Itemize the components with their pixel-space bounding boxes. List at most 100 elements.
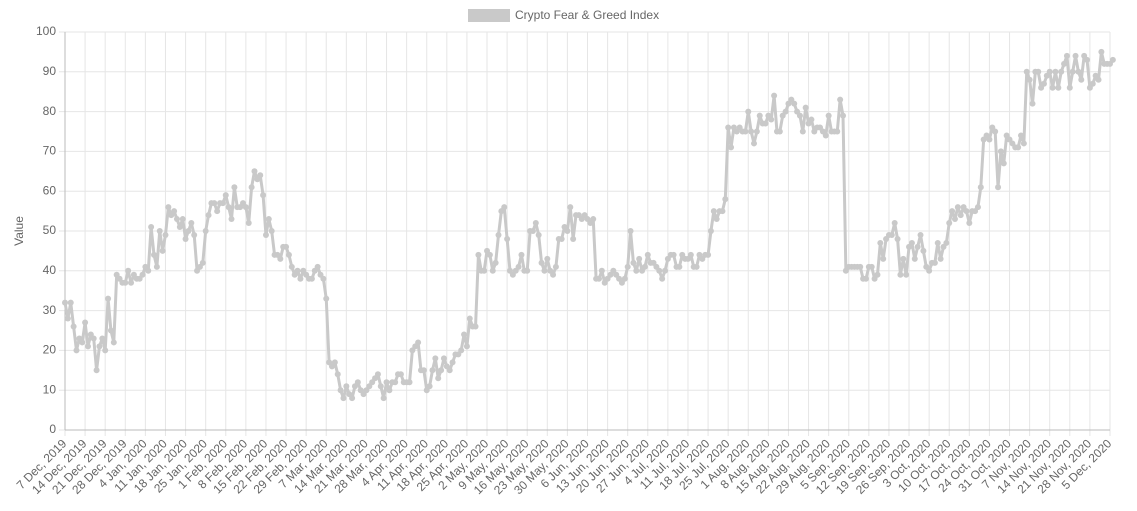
data-point [426, 383, 433, 390]
data-point [82, 319, 89, 326]
data-point [262, 231, 269, 238]
data-point [461, 331, 468, 338]
data-point [1049, 84, 1056, 91]
data-point [314, 263, 321, 270]
data-point [707, 228, 714, 234]
data-point [257, 172, 264, 179]
data-point [782, 108, 789, 115]
data-point [771, 92, 778, 99]
data-point [745, 108, 752, 115]
data-point [432, 355, 439, 362]
data-point [825, 112, 832, 119]
data-point [320, 275, 327, 282]
data-point [926, 267, 933, 274]
data-point [188, 220, 195, 227]
data-point [128, 279, 135, 286]
data-point [1035, 68, 1042, 75]
data-point [840, 112, 847, 119]
data-point [472, 323, 479, 330]
data-point [156, 228, 163, 234]
data-point [374, 371, 381, 378]
data-point [946, 220, 953, 227]
data-point [1018, 132, 1025, 139]
data-point [725, 124, 732, 131]
data-point [481, 267, 488, 274]
data-point [415, 339, 422, 346]
data-point [541, 267, 548, 274]
data-point [148, 224, 155, 231]
data-point [567, 204, 574, 211]
data-point [977, 184, 984, 191]
data-point [550, 271, 557, 278]
data-point [1015, 144, 1022, 151]
data-point [1089, 80, 1096, 87]
data-point [105, 295, 112, 302]
data-point [705, 251, 712, 258]
data-point [552, 263, 559, 270]
data-point [951, 216, 958, 223]
data-point [162, 231, 169, 238]
data-point [564, 228, 571, 234]
data-point [435, 375, 442, 382]
data-point [1066, 84, 1073, 91]
data-point [997, 148, 1004, 155]
data-point [1055, 84, 1062, 91]
data-point [150, 251, 157, 258]
y-tick-label: 90 [43, 64, 57, 78]
data-point [1078, 76, 1085, 83]
data-point [518, 251, 525, 258]
data-point [420, 367, 427, 374]
data-point [242, 204, 249, 211]
data-point [535, 231, 542, 238]
data-point [486, 251, 493, 258]
data-point [728, 144, 735, 151]
data-point [62, 299, 68, 306]
data-point [538, 259, 545, 266]
data-point [710, 208, 717, 215]
data-point [406, 379, 413, 386]
data-point [102, 347, 109, 354]
data-point [219, 200, 226, 207]
data-point [1023, 68, 1030, 75]
data-point [440, 355, 447, 362]
data-point [1109, 56, 1116, 63]
data-point [228, 216, 235, 223]
data-point [791, 100, 798, 107]
data-point [949, 208, 956, 215]
y-tick-label: 40 [43, 263, 57, 277]
data-point [862, 275, 869, 282]
y-tick-label: 30 [43, 303, 57, 317]
data-point [920, 247, 927, 254]
data-point [96, 343, 103, 350]
data-point [529, 228, 536, 234]
data-point [802, 104, 809, 111]
data-point [687, 251, 694, 258]
data-point [205, 212, 212, 219]
data-point [1075, 68, 1082, 75]
data-point [917, 231, 924, 238]
data-point [799, 128, 806, 135]
data-point [268, 228, 275, 234]
data-point [84, 343, 91, 350]
data-point [466, 315, 473, 322]
data-point [659, 275, 666, 282]
data-point [185, 228, 192, 234]
data-point [995, 184, 1002, 191]
data-point [1063, 52, 1070, 59]
y-tick-label: 20 [43, 343, 57, 357]
data-point [954, 204, 961, 211]
data-point [265, 216, 272, 223]
data-point [288, 263, 295, 270]
data-point [90, 335, 97, 342]
data-point [676, 263, 683, 270]
legend-label: Crypto Fear & Greed Index [515, 8, 659, 22]
data-point [880, 255, 887, 262]
data-point [630, 259, 637, 266]
data-point [429, 367, 436, 374]
data-point [834, 128, 841, 135]
data-point [222, 192, 229, 199]
data-point [762, 120, 769, 127]
data-point [1058, 68, 1065, 75]
data-point [974, 204, 981, 211]
